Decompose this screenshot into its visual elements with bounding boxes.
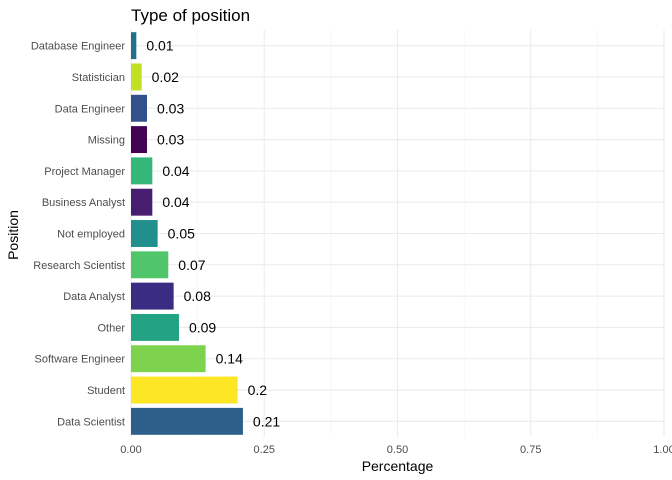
data-label: 0.05 [168, 226, 195, 242]
y-tick-label: Software Engineer [35, 354, 126, 366]
data-label: 0.08 [184, 288, 211, 304]
bar [131, 313, 179, 341]
bar [131, 407, 243, 435]
data-label: 0.14 [216, 351, 243, 367]
y-axis-title: Position [5, 210, 21, 260]
bar [131, 126, 147, 154]
data-label: 0.04 [162, 163, 189, 179]
y-tick-label: Project Manager [44, 166, 125, 178]
bar [131, 63, 142, 91]
chart-title: Type of position [131, 6, 250, 25]
data-label: 0.04 [162, 194, 189, 210]
bar [131, 220, 158, 247]
data-label: 0.09 [189, 319, 216, 335]
bar [131, 251, 169, 279]
x-tick-label: 1.00 [653, 444, 672, 456]
grid-lines [130, 30, 665, 437]
y-tick-label: Student [87, 385, 125, 397]
y-tick-label: Research Scientist [33, 260, 125, 272]
y-tick-label: Other [97, 322, 125, 334]
data-label: 0.02 [152, 69, 179, 85]
x-tick-label: 0.25 [254, 444, 275, 456]
data-label: 0.21 [253, 413, 280, 429]
data-label: 0.2 [248, 382, 268, 398]
y-tick-label: Data Analyst [63, 291, 125, 303]
x-tick-label: 0.50 [387, 444, 408, 456]
bar [131, 157, 153, 185]
y-tick-label: Data Scientist [57, 416, 125, 428]
value-labels: 0.01 0.02 0.03 0.03 0.04 0.04 0.05 0.07 0.08 0.09… [146, 38, 280, 430]
data-label: 0.03 [157, 132, 184, 148]
x-tick-label: 0.00 [120, 444, 141, 456]
bars [131, 32, 243, 435]
x-axis-tick-labels: 0.00 0.25 0.50 0.75 1.00 [120, 444, 672, 456]
y-tick-label: Statistician [72, 72, 125, 84]
bar [131, 32, 137, 60]
data-label: 0.07 [178, 257, 205, 273]
y-axis-tick-labels: Database Engineer Statistician Data Engine… [31, 41, 126, 429]
bar [131, 282, 174, 310]
data-label: 0.03 [157, 100, 184, 116]
y-tick-label: Missing [88, 135, 125, 147]
bar [131, 345, 206, 373]
bar [131, 94, 147, 122]
data-label: 0.01 [146, 38, 173, 54]
y-tick-label: Not employed [57, 229, 125, 241]
y-tick-label: Data Engineer [55, 103, 126, 115]
bar [131, 188, 153, 216]
bar [131, 376, 238, 404]
y-tick-label: Database Engineer [31, 41, 126, 53]
x-tick-label: 0.75 [520, 444, 541, 456]
y-tick-label: Business Analyst [42, 197, 125, 209]
x-axis-title: Percentage [362, 458, 434, 474]
